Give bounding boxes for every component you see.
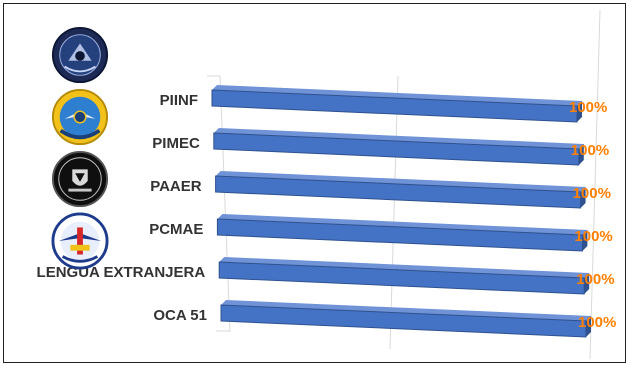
value-label: 100% <box>578 314 616 331</box>
category-label: PCMAE <box>149 221 203 238</box>
axis-wall <box>207 75 231 332</box>
bar-top-face <box>217 214 588 235</box>
bar-side-face <box>580 187 586 208</box>
bar-top-face <box>219 257 590 278</box>
bar-top-face <box>221 300 591 321</box>
gridline <box>389 75 399 350</box>
academic-shield-icon <box>51 150 109 208</box>
category-label: PIINF <box>160 92 198 109</box>
bar-chart: PIINF 100%PIMEC 100%PAAER 100%PCMAE 100%LENG… <box>37 9 616 360</box>
value-label: 100% <box>576 271 614 288</box>
military-aviation-crest-icon <box>51 212 109 270</box>
bar-side-face <box>584 273 590 294</box>
category-label: PIMEC <box>152 135 200 152</box>
chart-frame: PIINF 100% PIMEC 100% PAAER 100% PCMAE 100% LENG… <box>3 3 626 363</box>
institution-crest-icon <box>51 26 109 84</box>
aviation-crest-icon <box>51 88 109 146</box>
value-label: 100% <box>571 142 609 159</box>
bar-side-face <box>578 144 584 165</box>
category-label: OCA 51 <box>153 307 207 324</box>
gridline <box>589 9 601 360</box>
bar-side-face <box>582 230 588 251</box>
bar-top-face <box>213 128 584 149</box>
bar-side-face <box>586 316 591 337</box>
bar-side-face <box>577 101 582 122</box>
bar-top-face <box>212 85 582 106</box>
value-label: 100% <box>569 99 607 116</box>
category-label: PAAER <box>150 178 202 195</box>
value-label: 100% <box>574 228 612 245</box>
bar-top-face <box>215 171 586 192</box>
value-label: 100% <box>573 185 611 202</box>
